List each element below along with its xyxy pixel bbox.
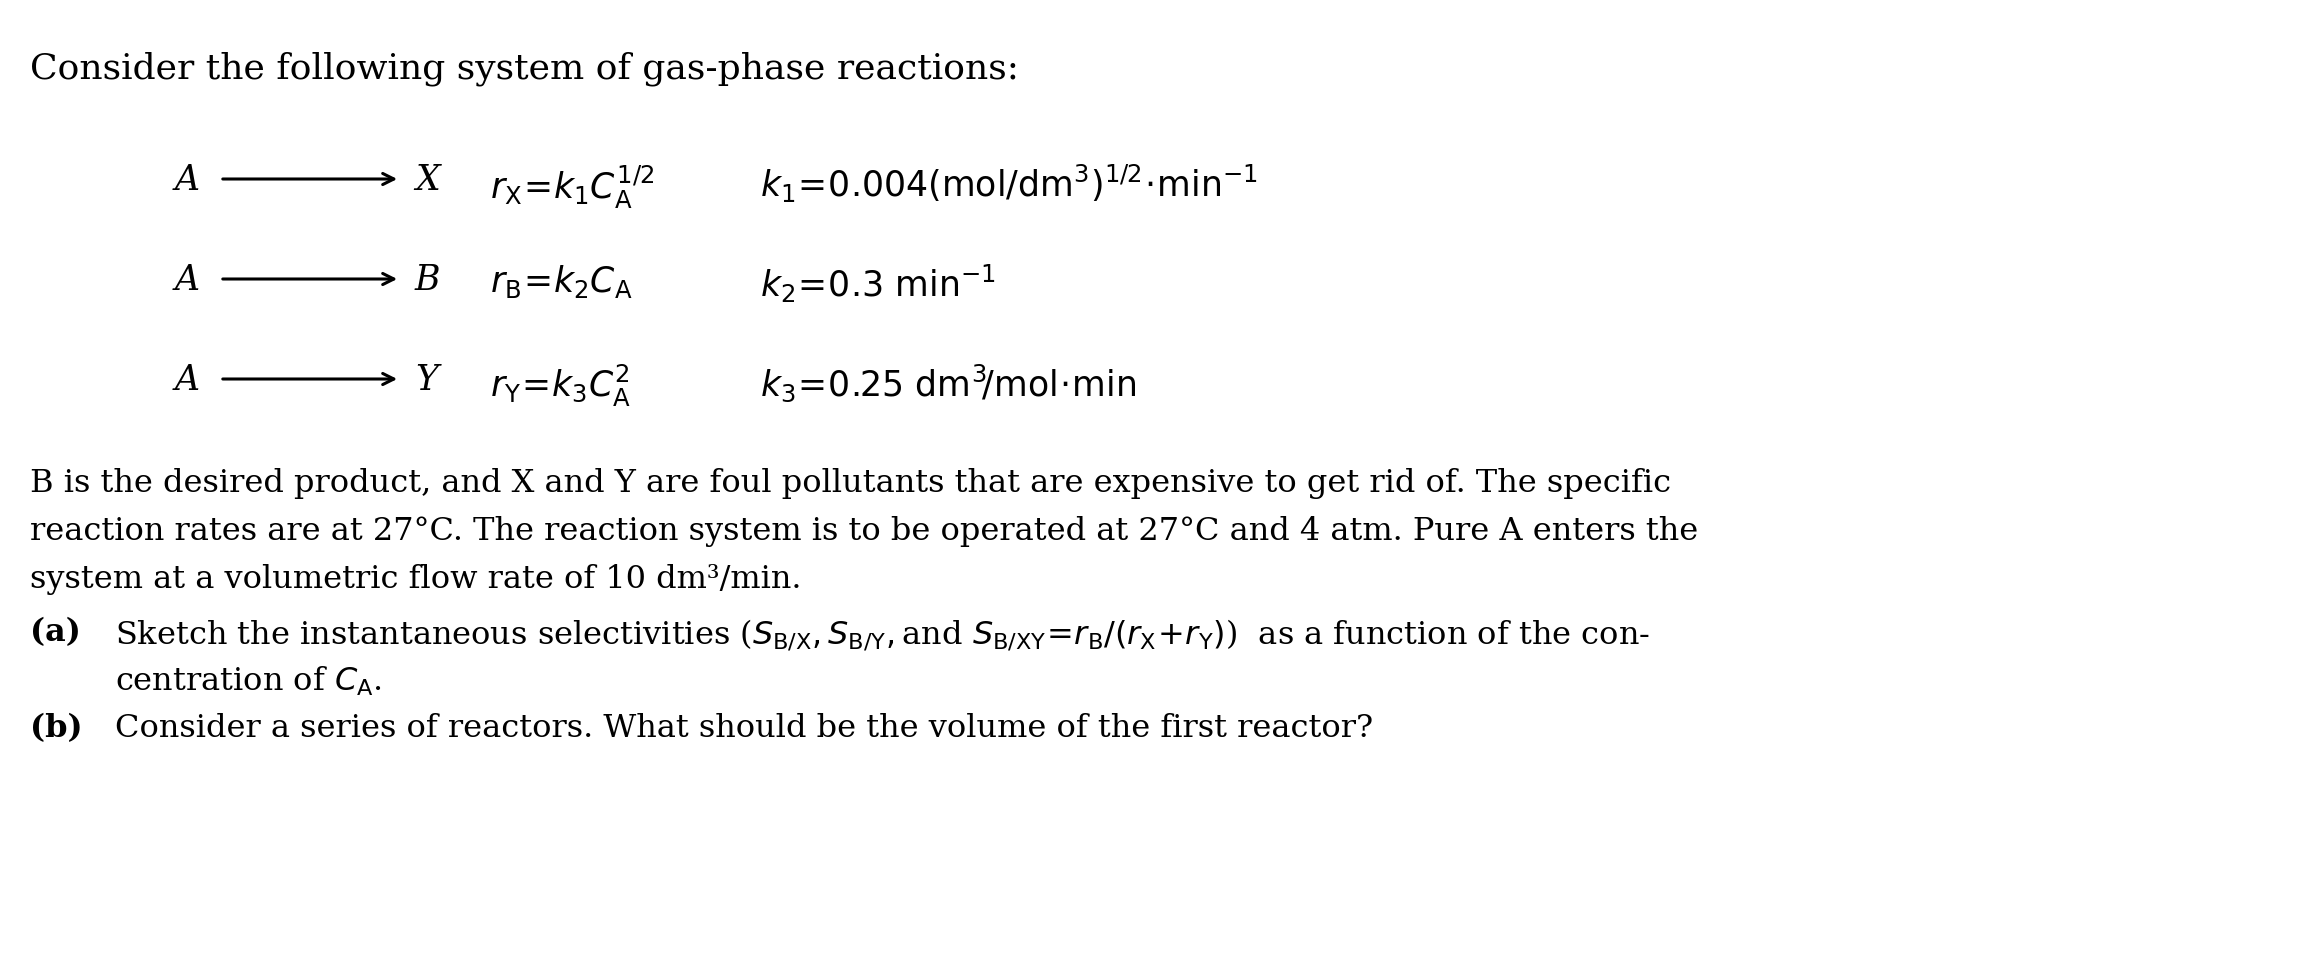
Text: reaction rates are at 27°C. The reaction system is to be operated at 27°C and 4 : reaction rates are at 27°C. The reaction…: [30, 516, 1697, 547]
Text: B is the desired product, and X and Y are foul pollutants that are expensive to : B is the desired product, and X and Y ar…: [30, 468, 1672, 499]
Text: $r_{\mathrm{Y}}\!=\!k_3C_{\mathrm{A}}^2$: $r_{\mathrm{Y}}\!=\!k_3C_{\mathrm{A}}^2$: [490, 363, 630, 409]
Text: Sketch the instantaneous selectivities ($S_{\mathrm{B/X}},S_{\mathrm{B/Y}},$and : Sketch the instantaneous selectivities (…: [115, 617, 1649, 652]
Text: B: B: [414, 263, 442, 297]
Text: (b): (b): [30, 713, 83, 744]
Text: $r_{\mathrm{B}}\!=\!k_2C_{\mathrm{A}}$: $r_{\mathrm{B}}\!=\!k_2C_{\mathrm{A}}$: [490, 263, 632, 300]
Text: $k_3\!=\!0.25\ \mathrm{dm}^3\!/\mathrm{mol}\!\cdot\!\mathrm{min}$: $k_3\!=\!0.25\ \mathrm{dm}^3\!/\mathrm{m…: [759, 363, 1136, 404]
Text: Y: Y: [414, 363, 437, 397]
Text: $k_2\!=\!0.3\ \mathrm{min}^{-1}$: $k_2\!=\!0.3\ \mathrm{min}^{-1}$: [759, 263, 996, 305]
Text: Consider a series of reactors. What should be the volume of the first reactor?: Consider a series of reactors. What shou…: [115, 713, 1373, 744]
Text: A: A: [175, 263, 200, 297]
Text: system at a volumetric flow rate of 10 dm³/min.: system at a volumetric flow rate of 10 d…: [30, 564, 800, 595]
Text: A: A: [175, 163, 200, 197]
Text: Consider the following system of gas-phase reactions:: Consider the following system of gas-pha…: [30, 52, 1019, 87]
Text: $k_1\!=\!0.004(\mathrm{mol/dm}^3)^{1/2}\!\cdot\!\mathrm{min}^{-1}$: $k_1\!=\!0.004(\mathrm{mol/dm}^3)^{1/2}\…: [759, 163, 1258, 206]
Text: A: A: [175, 363, 200, 397]
Text: X: X: [414, 163, 439, 197]
Text: $r_{\mathrm{X}}\!=\!k_1C_{\mathrm{A}}^{1/2}$: $r_{\mathrm{X}}\!=\!k_1C_{\mathrm{A}}^{1…: [490, 163, 656, 210]
Text: (a): (a): [30, 617, 81, 648]
Text: centration of $C_{\mathrm{A}}$.: centration of $C_{\mathrm{A}}$.: [115, 665, 382, 698]
